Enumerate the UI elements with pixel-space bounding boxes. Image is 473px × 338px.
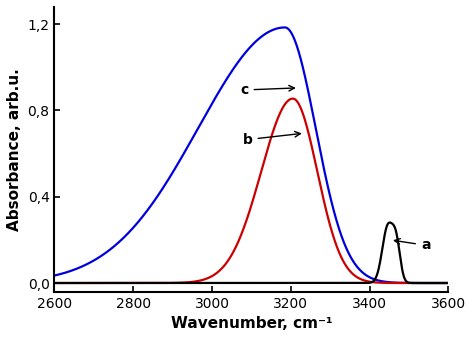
Text: c: c — [240, 83, 294, 97]
Y-axis label: Absorbance, arb.u.: Absorbance, arb.u. — [7, 68, 22, 231]
Text: a: a — [394, 238, 430, 252]
Text: b: b — [243, 131, 300, 147]
X-axis label: Wavenumber, cm⁻¹: Wavenumber, cm⁻¹ — [171, 316, 332, 331]
